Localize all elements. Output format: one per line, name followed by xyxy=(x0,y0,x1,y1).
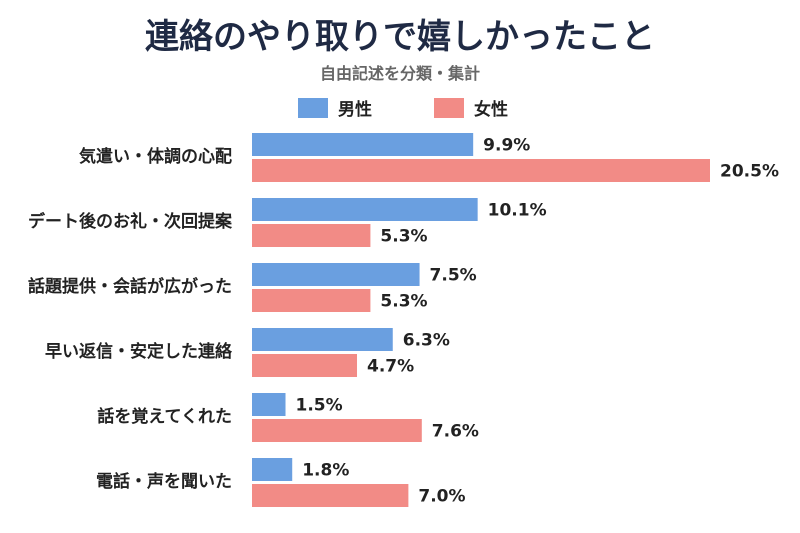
value-label: 7.6% xyxy=(432,422,479,442)
value-label: 1.8% xyxy=(302,461,349,481)
bar-male xyxy=(252,198,478,221)
category-label: 気遣い・体調の心配 xyxy=(78,146,232,167)
bar-male xyxy=(252,328,393,351)
legend-label-female: 女性 xyxy=(474,99,508,120)
legend-swatch-female xyxy=(434,98,464,118)
value-label: 9.9% xyxy=(483,136,530,156)
category-label: デート後のお礼・次回提案 xyxy=(28,211,233,232)
bar-female xyxy=(252,224,371,247)
value-label: 10.1% xyxy=(488,201,547,221)
value-label: 7.5% xyxy=(430,266,477,286)
value-label: 1.5% xyxy=(296,396,343,416)
bar-male xyxy=(252,263,420,286)
legend-label-male: 男性 xyxy=(338,99,372,120)
category-label: 電話・声を聞いた xyxy=(96,471,232,492)
category-label: 早い返信・安定した連絡 xyxy=(45,341,233,362)
value-label: 4.7% xyxy=(367,357,414,377)
legend: 男性 女性 xyxy=(298,98,508,120)
value-label: 20.5% xyxy=(720,162,779,182)
bar-female xyxy=(252,289,371,312)
value-label: 7.0% xyxy=(418,487,465,507)
value-label: 5.3% xyxy=(380,292,427,312)
value-label: 6.3% xyxy=(403,331,450,351)
bar-female xyxy=(252,354,358,377)
category-label: 話題提供・会話が広がった xyxy=(28,276,232,297)
bar-female xyxy=(252,419,422,442)
bar-female xyxy=(252,159,710,182)
category-label: 話を覚えてくれた xyxy=(97,406,232,427)
chart-title: 連絡のやり取りで嬉しかったこと xyxy=(145,17,655,57)
legend-swatch-male xyxy=(298,98,328,118)
chart-subtitle: 自由記述を分類・集計 xyxy=(320,64,480,83)
bar-male xyxy=(252,458,293,481)
value-labels: 9.9% 20.5% 10.1% 5.3%7.5%5.3% 6.3% 4.7% 1.5% 7.… xyxy=(296,136,779,507)
bars xyxy=(252,133,710,507)
bar-female xyxy=(252,484,409,507)
value-label: 5.3% xyxy=(380,227,427,247)
category-labels: 気遣い・体調の心配デート後のお礼・次回提案話題提供・会話が広がった早い返信・安定… xyxy=(28,146,233,492)
bar-male xyxy=(252,133,474,156)
bar-male xyxy=(252,393,286,416)
